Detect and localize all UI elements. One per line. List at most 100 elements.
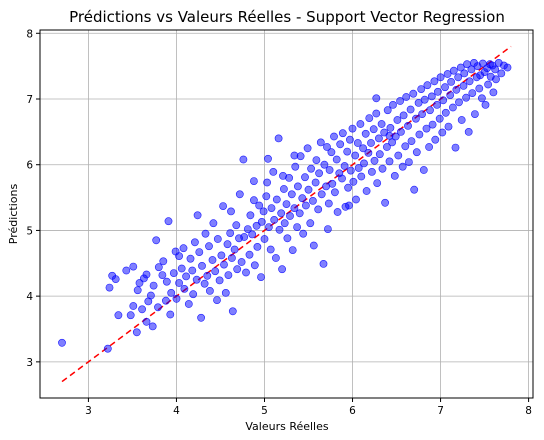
data-point — [373, 179, 382, 187]
data-point — [272, 195, 281, 204]
data-point — [491, 65, 499, 74]
x-tick-label: 5 — [261, 405, 268, 417]
data-point — [388, 138, 396, 147]
data-point — [277, 209, 286, 218]
data-point — [263, 178, 271, 187]
data-point — [278, 265, 286, 274]
data-point — [227, 254, 236, 262]
data-point — [348, 124, 357, 133]
data-point — [328, 179, 337, 188]
data-point — [330, 188, 339, 197]
data-point — [367, 139, 375, 147]
data-point — [419, 166, 428, 174]
data-point — [414, 99, 423, 107]
data-point — [422, 124, 431, 133]
data-point — [275, 225, 284, 234]
data-point — [299, 229, 308, 238]
data-point — [279, 171, 287, 180]
data-point — [154, 263, 163, 272]
data-point — [175, 279, 183, 287]
data-point — [309, 241, 318, 250]
data-point — [378, 164, 387, 173]
data-point — [195, 248, 204, 256]
data-point — [274, 134, 283, 143]
data-point — [361, 129, 370, 138]
data-point — [205, 242, 213, 251]
data-point — [441, 108, 450, 117]
data-point — [316, 138, 325, 147]
data-point — [362, 187, 371, 195]
data-point — [370, 156, 379, 165]
data-point — [314, 205, 323, 214]
data-point — [396, 127, 405, 136]
data-point — [411, 114, 420, 123]
data-point — [159, 257, 168, 266]
data-point — [423, 81, 432, 90]
data-point — [288, 246, 297, 254]
data-point — [426, 106, 434, 115]
data-point — [215, 276, 224, 285]
data-point — [293, 223, 301, 231]
data-point — [246, 211, 255, 220]
data-point — [315, 169, 323, 178]
data-point — [209, 219, 218, 228]
data-point — [282, 200, 291, 208]
data-point — [219, 202, 227, 210]
data-point — [470, 110, 479, 118]
data-point — [180, 284, 189, 293]
data-point — [293, 182, 302, 191]
data-point — [201, 229, 210, 238]
data-point — [179, 244, 188, 253]
data-point — [266, 245, 275, 254]
data-point — [431, 135, 440, 144]
data-point — [122, 266, 131, 275]
chart-title: Prédictions vs Valeurs Réelles - Support… — [69, 8, 505, 26]
data-point — [344, 183, 352, 192]
x-tick-label: 8 — [525, 405, 532, 417]
data-point — [389, 101, 397, 109]
data-point — [226, 229, 235, 237]
data-point — [464, 127, 473, 136]
data-point — [320, 160, 329, 169]
data-point — [182, 272, 190, 281]
data-point — [468, 89, 477, 97]
data-point — [428, 120, 437, 129]
data-point — [164, 217, 173, 226]
data-point — [217, 251, 226, 260]
data-point — [333, 208, 342, 216]
data-point — [410, 185, 419, 194]
data-point — [465, 77, 474, 86]
data-point — [103, 344, 112, 353]
data-point — [245, 250, 254, 259]
data-point — [200, 279, 209, 288]
data-point — [407, 137, 416, 145]
data-point — [436, 73, 445, 82]
data-point — [132, 328, 141, 337]
data-point — [184, 300, 193, 308]
data-point — [448, 103, 457, 112]
data-point — [323, 143, 331, 151]
data-point — [291, 162, 300, 171]
data-point — [338, 129, 347, 138]
data-point — [205, 286, 214, 295]
y-tick-label: 7 — [26, 94, 33, 106]
data-point — [152, 236, 161, 245]
data-point — [385, 131, 394, 140]
data-point — [409, 89, 418, 98]
data-point — [213, 235, 222, 243]
data-point — [444, 122, 453, 131]
data-point — [189, 290, 198, 299]
data-point — [290, 204, 299, 212]
data-point — [345, 135, 354, 144]
data-point — [257, 217, 266, 226]
data-point — [477, 94, 486, 103]
data-point — [142, 317, 151, 326]
data-point — [306, 219, 315, 228]
data-point — [374, 134, 383, 143]
data-point — [327, 148, 336, 157]
data-point — [169, 269, 178, 277]
data-point — [330, 132, 338, 141]
data-point — [381, 198, 389, 207]
data-point — [175, 252, 183, 260]
data-point — [259, 207, 268, 216]
